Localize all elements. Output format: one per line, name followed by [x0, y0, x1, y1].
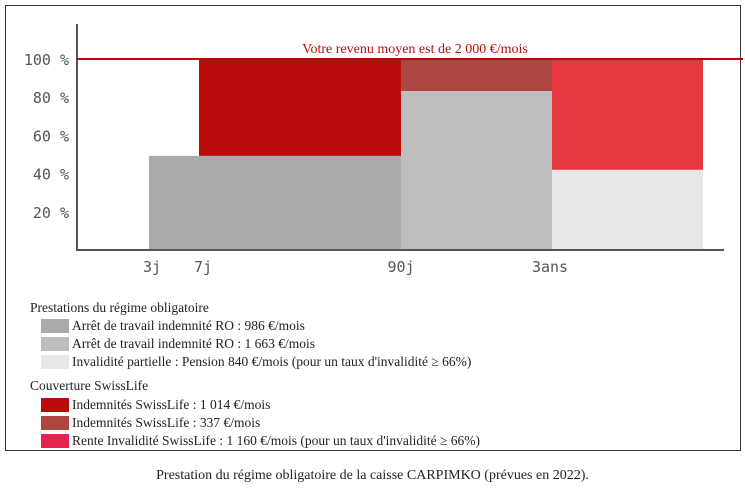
chart-frame [5, 5, 741, 451]
legend-item: Arrêt de travail indemnité RO : 986 €/mo… [41, 318, 305, 333]
x-tick-label: 7j [194, 258, 212, 276]
legend-label: Arrêt de travail indemnité RO : 986 €/mo… [72, 317, 305, 333]
x-tick-label: 90j [387, 258, 414, 276]
legend-swatch [41, 415, 69, 430]
x-tick-label: 3ans [532, 258, 568, 276]
y-tick-label: 100 % [24, 51, 69, 69]
reference-line-label: Votre revenu moyen est de 2 000 €/mois [302, 42, 528, 57]
legend-swatch [41, 433, 69, 448]
legend-item: Indemnités SwissLife : 337 €/mois [41, 415, 260, 430]
legend-label: Indemnités SwissLife : 337 €/mois [72, 414, 261, 430]
bar-segment [199, 59, 401, 156]
bar-segment [552, 59, 703, 170]
bar-segment [401, 91, 552, 250]
legend-label: Rente Invalidité SwissLife : 1 160 €/moi… [72, 432, 481, 448]
legend-item: Arrêt de travail indemnité RO : 1 663 €/… [41, 336, 315, 351]
bar-segment [401, 59, 552, 92]
y-tick-label: 60 % [33, 127, 69, 145]
legend-group-title: Couverture SwissLife [30, 378, 149, 393]
y-tick-label: 80 % [33, 89, 69, 107]
legend-swatch [41, 336, 69, 351]
legend-label: Arrêt de travail indemnité RO : 1 663 €/… [72, 335, 315, 351]
legend-label: Indemnités SwissLife : 1 014 €/mois [72, 396, 271, 412]
y-tick-label: 40 % [33, 166, 69, 184]
legend-group-title: Prestations du régime obligatoire [30, 300, 209, 315]
legend-item: Indemnités SwissLife : 1 014 €/mois [41, 397, 270, 412]
figure-caption: Prestation du régime obligatoire de la c… [156, 468, 589, 483]
y-tick-label: 20 % [33, 204, 69, 222]
legend-label: Invalidité partielle : Pension 840 €/moi… [72, 353, 472, 369]
legend-item: Invalidité partielle : Pension 840 €/moi… [41, 354, 471, 369]
x-tick-label: 3j [143, 258, 161, 276]
bar-segment [552, 169, 703, 250]
legend-swatch [41, 318, 69, 333]
bar-segment [149, 155, 401, 250]
legend-swatch [41, 354, 69, 369]
legend-item: Rente Invalidité SwissLife : 1 160 €/moi… [41, 433, 480, 448]
chart: Votre revenu moyen est de 2 000 €/mois 20… [24, 24, 743, 276]
legend-swatch [41, 397, 69, 412]
